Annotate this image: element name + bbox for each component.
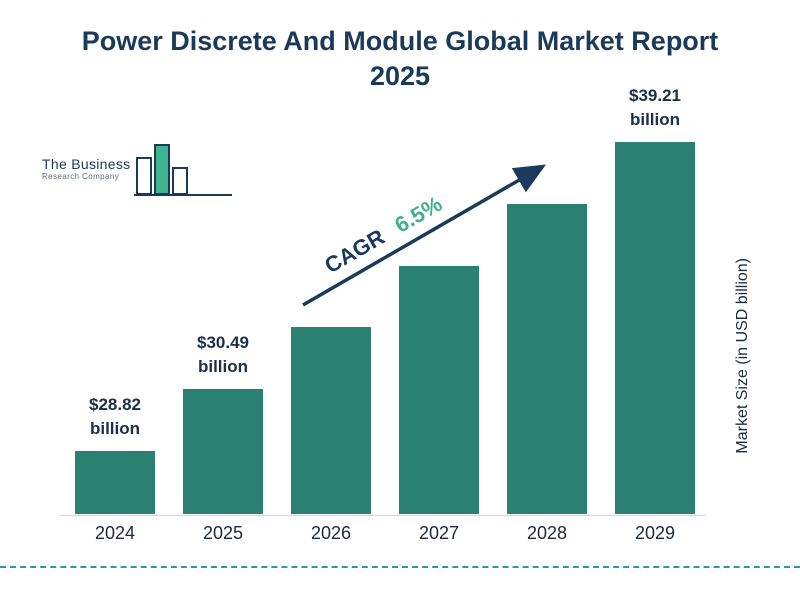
y-axis-label: Market Size (in USD billion) [734,258,751,454]
x-tick-2024: 2024 [94,523,136,543]
logo-line2: Research Company [42,172,120,181]
x-tick-2025: 2025 [202,523,244,543]
page-title: Power Discrete And Module Global Market … [81,26,719,92]
logo-text: The Business Research Company [42,156,130,181]
bar-2027 [399,266,479,514]
bar-2029 [615,142,695,514]
x-tick-2028: 2028 [526,523,568,543]
bar-value-label: $28.82 billion [89,394,141,439]
bar-2024 [75,451,155,514]
bar-2028 [507,204,587,514]
bar-2026 [291,327,371,514]
bar-group-2026: 2026 [291,327,371,543]
bar-value-label: $39.21 billion [629,85,681,130]
x-tick-2027: 2027 [418,523,460,543]
bar-group-2024: $28.82 billion 2024 [75,393,155,543]
x-axis-line [60,515,705,516]
bottom-dashed-divider [0,566,800,568]
bar-2025 [183,389,263,514]
bar-value-label: $30.49 billion [197,332,249,377]
bar-group-2027: 2027 [399,266,479,543]
logo-line1: The Business [42,156,131,172]
bar-group-2029: $39.21 billion 2029 [615,84,695,543]
x-tick-2029: 2029 [634,523,676,543]
company-logo: The Business Research Company [42,142,234,203]
x-tick-2026: 2026 [310,523,352,543]
bar-chart-icon [134,142,234,203]
bar-group-2028: 2028 [507,204,587,543]
bars-row: $28.82 billion 2024 $30.49 billion 2025 2026 20… [75,84,695,543]
bar-group-2025: $30.49 billion 2025 [183,331,263,543]
